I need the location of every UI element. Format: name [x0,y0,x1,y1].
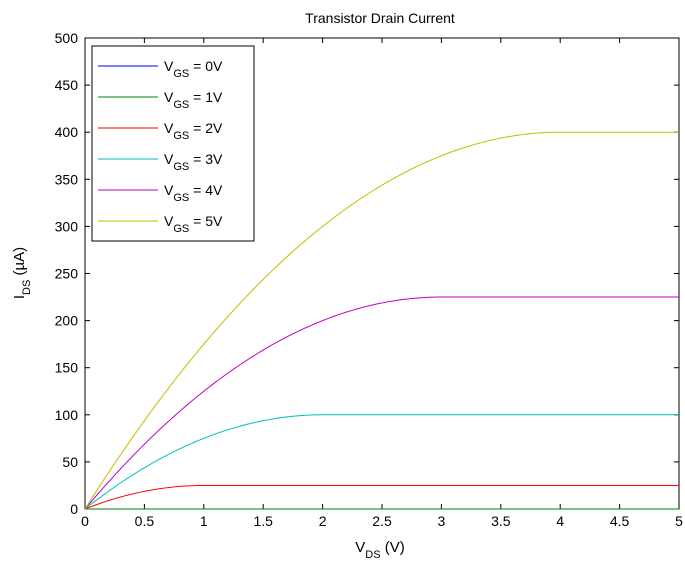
x-tick-label: 2.5 [372,513,392,529]
series-lines [84,131,679,510]
y-tick-label: 0 [70,501,78,517]
legend-box [91,45,255,242]
y-tick-label: 50 [62,454,78,470]
legend-label-vgs-4: VGS = 4V [164,182,223,204]
series-line-vgs-2 [84,484,679,510]
x-tick-label: 2 [319,513,327,529]
x-tick-label: 1.5 [253,513,273,529]
legend-label-vgs-0: VGS = 0V [164,58,223,80]
y-tick-label: 350 [55,171,79,187]
legend-label-vgs-1: VGS = 1V [164,89,223,111]
x-tick-label: 4.5 [610,513,630,529]
y-tick-label: 400 [55,124,79,140]
series-line-vgs-5 [84,131,679,510]
series-line-vgs-3 [84,414,679,510]
x-tick-label: 3 [438,513,446,529]
x-tick-label: 3.5 [491,513,511,529]
legend-label-vgs-3: VGS = 3V [164,151,223,173]
x-tick-label: 4 [556,513,564,529]
y-tick-label: 100 [55,407,79,423]
series-line-vgs-4 [84,296,679,510]
x-axis-label: VDS (V) [355,539,404,561]
y-tick-label: 250 [55,266,79,282]
y-tick-label: 500 [55,30,79,46]
legend: VGS = 0V VGS = 1V VGS = 2V VGS = 3V VGS = 4V… [91,45,255,242]
x-tick-label: 0.5 [135,513,155,529]
y-axis-label: IDS (µA) [11,247,33,299]
legend-label-vgs-2: VGS = 2V [164,120,223,142]
chart-title: Transistor Drain Current [305,10,455,26]
x-tick-label: 0 [81,513,89,529]
axis-ticks: 0 0.5 1 1.5 2 2.5 3 3.5 4 4.5 50501001502002503003… [55,30,683,529]
x-tick-label: 5 [675,513,683,529]
x-tick-label: 1 [200,513,208,529]
y-tick-label: 200 [55,313,79,329]
legend-label-vgs-5: VGS = 5V [164,213,223,235]
y-tick-label: 300 [55,218,79,234]
y-tick-label: 450 [55,77,79,93]
y-tick-label: 150 [55,360,79,376]
